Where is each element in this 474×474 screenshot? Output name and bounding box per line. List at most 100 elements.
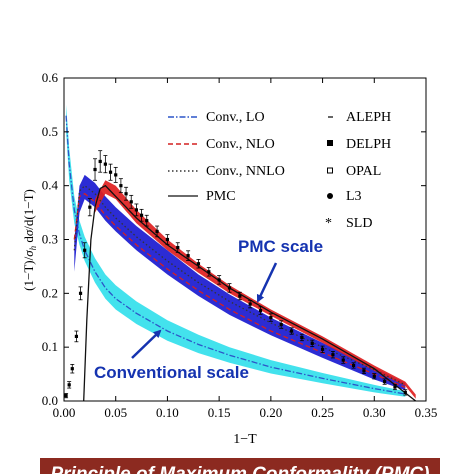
uncertainty-bands	[66, 104, 416, 399]
data-marker	[403, 390, 407, 394]
data-point	[258, 306, 263, 315]
data-point	[129, 194, 134, 209]
data-point	[351, 362, 356, 369]
data-point	[403, 389, 408, 396]
data-point	[103, 155, 108, 174]
x-tick-label: 0.20	[259, 405, 282, 420]
x-tick-label: 0.10	[156, 405, 179, 420]
y-axis-label: (1−T)/σh dσ/d(1−T)	[21, 189, 38, 291]
data-marker	[114, 173, 118, 177]
y-tick-label: 0.0	[42, 393, 58, 408]
data-point	[248, 299, 253, 309]
data-marker	[103, 162, 107, 166]
data-marker	[98, 159, 102, 164]
data-marker	[134, 208, 138, 212]
annotation-conventional-arrow	[131, 329, 162, 359]
data-marker	[129, 200, 133, 204]
data-point	[70, 363, 75, 374]
legend-marker-delph	[327, 140, 333, 146]
data-point	[67, 381, 72, 389]
data-marker	[186, 254, 190, 258]
data-marker	[310, 341, 314, 345]
annotation-conventional-label: Conventional scale	[94, 363, 249, 382]
data-marker	[139, 213, 144, 217]
data-point	[320, 345, 325, 353]
data-marker	[83, 248, 87, 252]
annotation-pmc-scale: PMC scale	[238, 237, 323, 303]
data-point	[175, 242, 180, 253]
data-marker	[393, 385, 397, 389]
data-marker	[176, 245, 180, 250]
legend-marker-l3	[327, 193, 333, 199]
x-axis-label: 1−T	[233, 432, 257, 447]
axes: 0.00 0.05 0.10 0.15 0.20 0.25 0.30 0.35 0.0 0.1 0.…	[42, 70, 438, 420]
data-point	[118, 178, 123, 194]
legend-marker-opal	[327, 167, 333, 174]
data-point	[341, 356, 346, 364]
data-marker	[74, 334, 79, 338]
data-point	[186, 250, 191, 261]
legend-label-opal: OPAL	[346, 164, 381, 179]
legend-label-conv-nnlo: Conv., NNLO	[206, 164, 285, 179]
data-marker	[372, 374, 376, 378]
data-marker	[155, 229, 159, 234]
data-point	[64, 393, 69, 399]
legend-left: Conv., LO Conv., NLO Conv., NNLO PMC	[168, 110, 285, 204]
data-marker	[196, 262, 201, 266]
legend-marker-sld: *	[325, 216, 332, 231]
data-point	[289, 327, 294, 335]
annotation-conventional-scale: Conventional scale	[94, 329, 249, 382]
y-tick-label: 0.5	[42, 124, 58, 139]
pmc-band	[95, 180, 416, 399]
legend-label-conv-nlo: Conv., NLO	[206, 137, 275, 152]
legend-label-delph: DELPH	[346, 137, 391, 152]
x-tick-label: 0.35	[415, 405, 438, 420]
data-point	[206, 267, 211, 277]
data-point	[155, 225, 160, 238]
data-point	[113, 166, 118, 183]
y-tick-label: 0.2	[42, 285, 58, 300]
data-point	[144, 214, 149, 227]
data-marker	[362, 369, 366, 373]
data-marker	[145, 219, 149, 223]
data-marker	[207, 270, 211, 274]
data-marker	[227, 286, 232, 290]
data-point	[93, 158, 98, 181]
data-point	[78, 286, 83, 301]
data-point	[268, 313, 273, 322]
data-marker	[248, 302, 252, 306]
conventional-lo-band	[66, 104, 406, 397]
series-line-conv-nnlo	[73, 184, 406, 386]
experimental-data-points	[64, 150, 408, 399]
y-tick-label: 0.4	[42, 178, 59, 193]
data-point	[134, 203, 139, 217]
legend-label-sld: SLD	[346, 216, 372, 231]
data-marker	[64, 394, 68, 398]
data-point	[237, 291, 242, 301]
data-marker	[67, 383, 71, 387]
data-point	[139, 208, 144, 222]
data-point	[108, 163, 113, 181]
annotation-pmc-label: PMC scale	[238, 237, 323, 256]
data-point	[74, 330, 79, 343]
y-tick-label: 0.3	[42, 232, 58, 247]
data-marker	[289, 329, 294, 333]
data-point	[382, 378, 387, 385]
data-marker	[78, 291, 83, 295]
data-marker	[119, 184, 123, 188]
banner-text: Principle of Maximum Conformality (PMC)	[40, 458, 440, 474]
title-banner: Principle of Maximum Conformality (PMC)	[40, 458, 440, 474]
data-point	[299, 333, 304, 342]
data-marker	[258, 308, 263, 313]
annotation-pmc-arrow	[256, 262, 278, 303]
data-point	[227, 283, 232, 293]
data-marker	[124, 192, 128, 196]
data-point	[310, 339, 315, 348]
data-point	[124, 186, 129, 201]
data-point	[361, 367, 366, 374]
legend-label-pmc: PMC	[206, 189, 236, 204]
data-point	[82, 242, 87, 259]
data-marker	[217, 278, 221, 282]
data-point	[87, 198, 92, 217]
